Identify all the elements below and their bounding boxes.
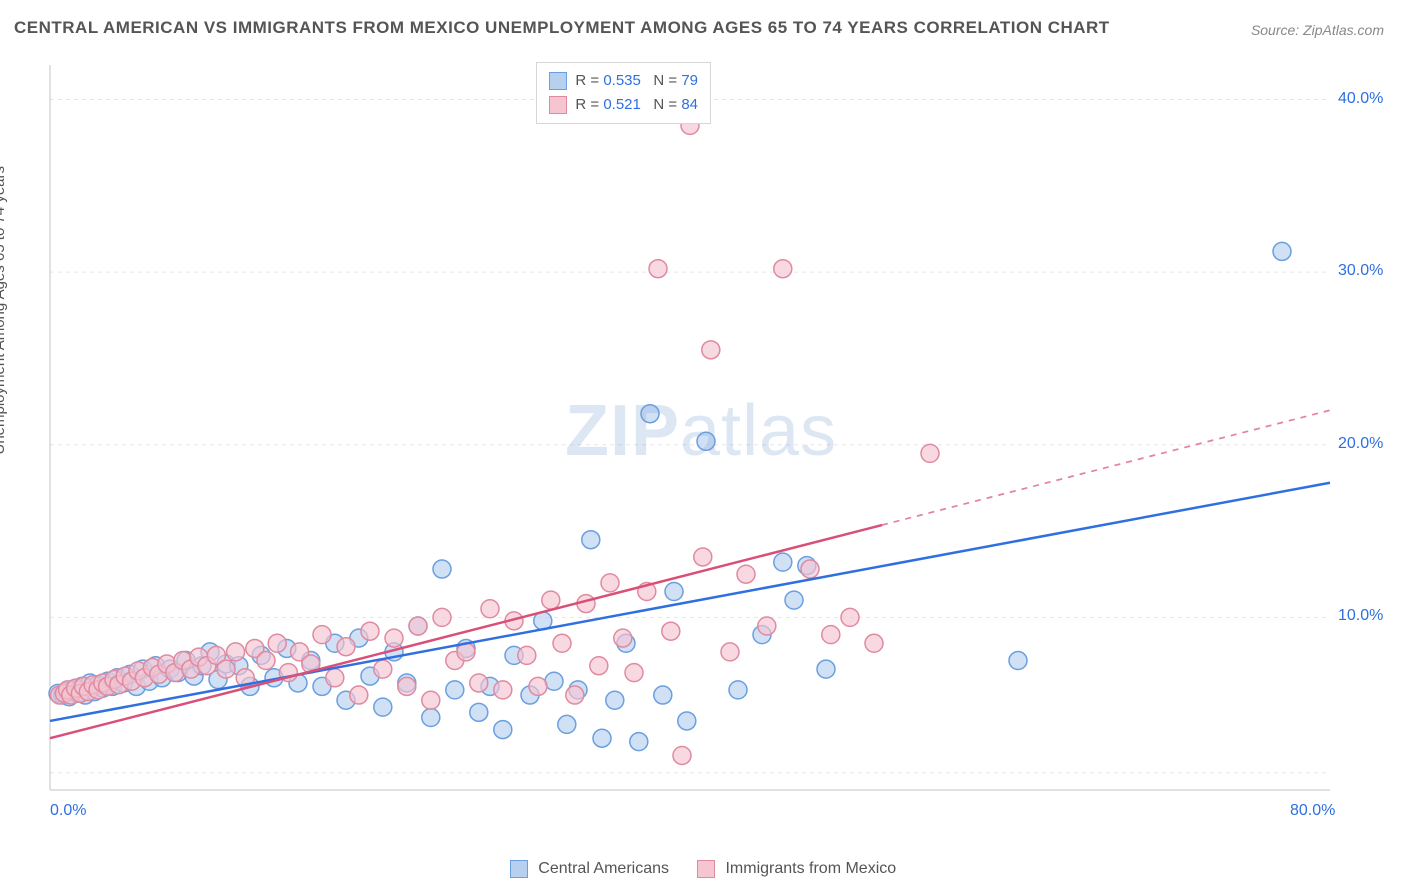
source-label: Source: ZipAtlas.com	[1251, 22, 1384, 38]
legend-item: Immigrants from Mexico	[697, 860, 896, 878]
legend-label: Immigrants from Mexico	[721, 860, 896, 877]
y-tick-label: 10.0%	[1338, 607, 1383, 625]
chart-svg	[45, 60, 1385, 830]
legend-swatch	[549, 96, 567, 114]
legend-swatch	[549, 72, 567, 90]
legend-label: Central Americans	[534, 860, 669, 877]
legend-r-label: R = 0.535 N = 79	[575, 69, 698, 93]
y-tick-label: 30.0%	[1338, 262, 1383, 280]
legend-r-label: R = 0.521 N = 84	[575, 93, 698, 117]
legend-stats: R = 0.535 N = 79R = 0.521 N = 84	[536, 62, 711, 124]
legend-stat-row: R = 0.535 N = 79	[549, 69, 698, 93]
legend-item: Central Americans	[510, 860, 669, 878]
legend-stat-row: R = 0.521 N = 84	[549, 93, 698, 117]
y-tick-label: 40.0%	[1338, 90, 1383, 108]
legend-series: Central Americans Immigrants from Mexico	[0, 860, 1406, 878]
x-tick-label: 80.0%	[1290, 802, 1335, 820]
y-axis-label: Unemployment Among Ages 65 to 74 years	[0, 166, 8, 455]
legend-swatch	[510, 860, 528, 878]
y-tick-label: 20.0%	[1338, 435, 1383, 453]
chart-title: CENTRAL AMERICAN VS IMMIGRANTS FROM MEXI…	[14, 18, 1110, 38]
x-tick-label: 0.0%	[50, 802, 86, 820]
plot-area: ZIPatlas R = 0.535 N = 79R = 0.521 N = 8…	[45, 60, 1385, 830]
legend-swatch	[697, 860, 715, 878]
